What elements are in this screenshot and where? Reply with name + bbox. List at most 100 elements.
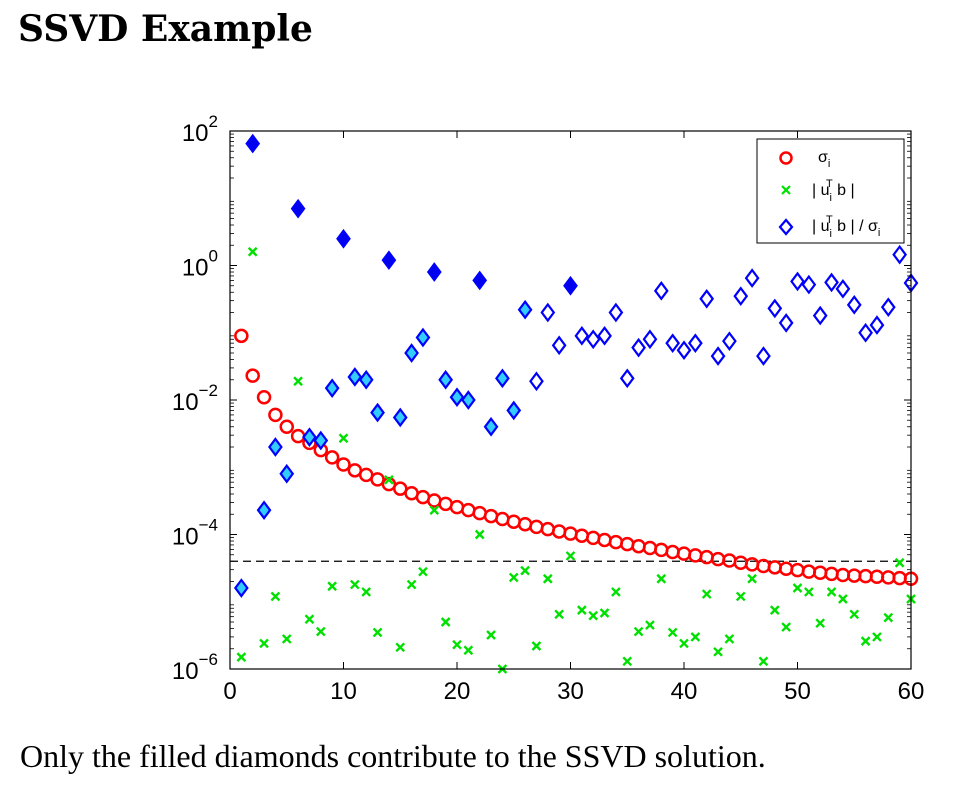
utb-point [826, 587, 837, 597]
ssvd-scatter-chart: 0 10 20 30 40 50 60 10−6 10−4 10−2 100 102 σi | ui… [172, 112, 924, 705]
ratio-point-highlighted [268, 437, 283, 457]
ratio-point-filled [336, 228, 351, 249]
legend-utb-marker [781, 185, 791, 195]
utb-point [474, 529, 485, 540]
utb-point [758, 656, 769, 667]
utb-point [293, 376, 303, 387]
utb-point [724, 634, 735, 644]
page-title: SSVD Example [18, 8, 313, 50]
y-tick-label: 10−4 [172, 516, 218, 551]
utb-point [395, 642, 406, 653]
utb-point [769, 605, 780, 616]
ratio-point-open [631, 337, 646, 358]
ratio-point-filled [472, 270, 488, 291]
utb-point [735, 591, 746, 602]
utb-point [815, 618, 826, 629]
ratio-point-open [722, 331, 737, 351]
ratio-point-open [892, 244, 908, 265]
ratio-point-open [665, 333, 681, 354]
ratio-point-open [540, 302, 556, 323]
utb-point [542, 573, 553, 584]
caption: Only the filled diamonds contribute to t… [20, 738, 766, 774]
ratio-point-highlighted [460, 390, 476, 410]
ratio-point-highlighted [517, 299, 533, 320]
legend: σi | uiT b | | uiT b | / σi [756, 138, 905, 244]
ratio-point-highlighted [506, 400, 522, 421]
ratio-point-highlighted [256, 500, 272, 521]
utb-point [520, 565, 530, 576]
ratio-point-open [756, 346, 771, 366]
ratio-point-open [551, 335, 567, 356]
ratio-point-open [846, 295, 862, 315]
utb-point [406, 579, 417, 590]
sigma-point [245, 368, 260, 383]
ratio-point-open [699, 288, 715, 309]
utb-point [361, 587, 372, 597]
utb-point [418, 566, 428, 577]
legend-utb-label: | uiT b | [812, 178, 855, 204]
x-tick-label: 0 [223, 678, 236, 705]
ratio-point-open [676, 340, 692, 361]
utb-point [247, 246, 258, 257]
utb-point [860, 636, 871, 646]
utb-point [792, 583, 803, 593]
utb-point [883, 612, 894, 623]
legend-ratio-marker [778, 218, 794, 236]
sigma-point [234, 328, 249, 344]
ratio-point-open [790, 271, 805, 292]
utb-point [656, 573, 667, 584]
x-tick-label: 10 [330, 678, 357, 705]
ratio-point-open [869, 315, 885, 335]
ratio-point-open [710, 346, 726, 366]
ratio-point-highlighted [449, 387, 465, 408]
ratio-point-open [574, 325, 590, 346]
ratio-point-highlighted [392, 407, 408, 428]
ratio-point-highlighted [495, 368, 510, 389]
ratio-point-open [778, 313, 794, 333]
ratio-point-open [585, 329, 601, 350]
utb-point [894, 557, 905, 568]
utb-point [350, 579, 360, 590]
ratio-point-highlighted [347, 367, 363, 387]
ratio-point-highlighted [483, 416, 499, 437]
utb-point [577, 605, 587, 616]
ratio-point-open [880, 297, 896, 318]
utb-point [565, 551, 576, 561]
utb-point [327, 581, 337, 592]
sigma-point [268, 407, 283, 423]
y-tick-label: 10−6 [172, 650, 218, 685]
utb-point [508, 572, 519, 583]
utb-point [690, 632, 701, 642]
utb-point [531, 641, 542, 651]
utb-point [588, 610, 599, 621]
ratio-point-highlighted [324, 378, 340, 398]
ratio-point-open [619, 368, 635, 389]
ratio-point-open [812, 305, 828, 326]
ratio-point-highlighted [404, 343, 419, 363]
ratio-point-highlighted [279, 463, 295, 484]
ratio-point-highlighted [233, 578, 249, 598]
utb-point [633, 626, 644, 637]
utb-point [384, 474, 394, 485]
utb-point [679, 638, 689, 649]
utb-point [281, 634, 292, 644]
utb-point [486, 630, 496, 640]
ratio-point-filled [426, 262, 442, 282]
ratio-point-open [608, 302, 624, 323]
ratio-point-open [767, 298, 783, 319]
utb-point [304, 614, 315, 625]
sigma-point [336, 457, 351, 472]
sigma-point [279, 419, 294, 435]
utb-point [440, 617, 451, 627]
ratio-point-highlighted [415, 327, 431, 348]
x-tick-label: 20 [444, 678, 471, 705]
utb-point [713, 646, 723, 657]
y-tick-label: 102 [182, 112, 218, 147]
utb-point [667, 627, 678, 638]
y-tick-label: 100 [182, 247, 218, 282]
utb-point [872, 632, 882, 642]
utb-point [622, 656, 633, 667]
utb-point [611, 587, 621, 597]
sigma-point [324, 450, 340, 465]
ratio-point-filled [563, 275, 578, 296]
